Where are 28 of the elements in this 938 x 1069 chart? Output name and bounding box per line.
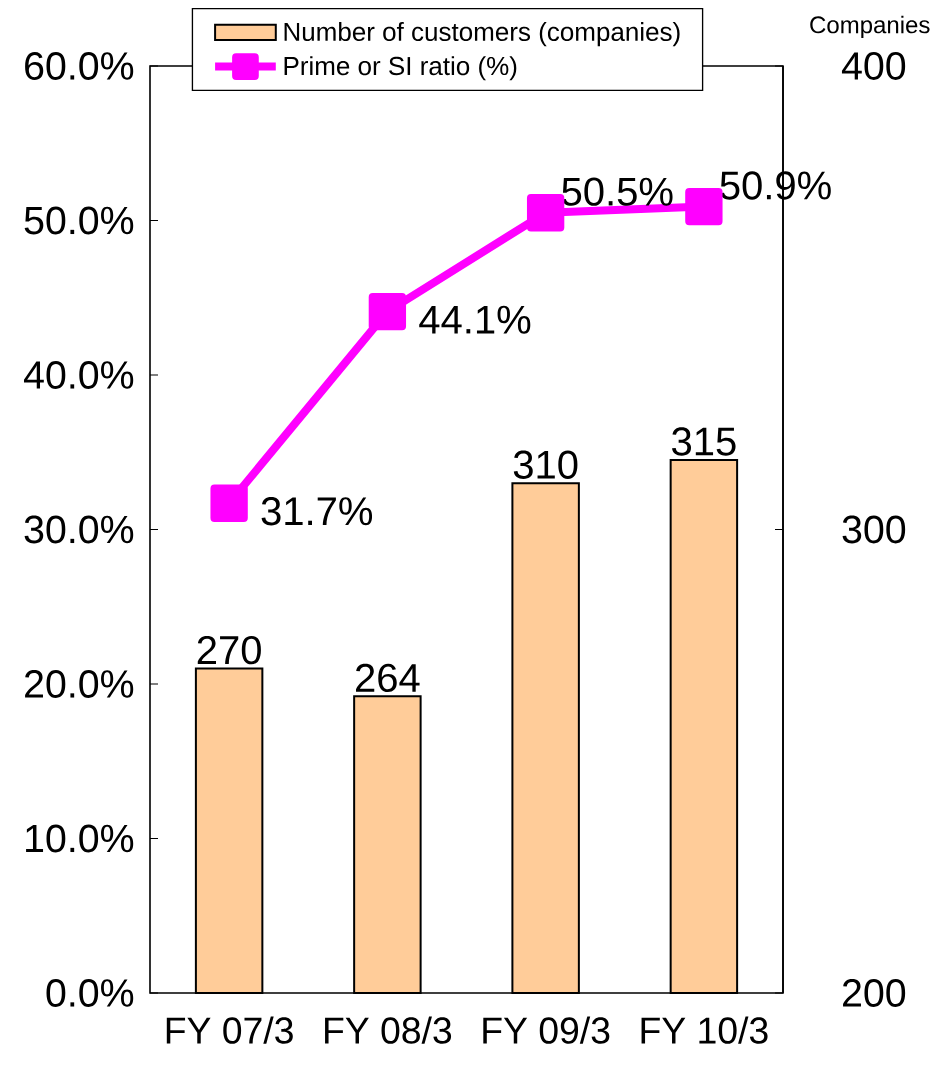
data-label: 315 [672, 427, 736, 456]
y2-axis-title: Companies [810, 15, 930, 39]
x-tick-label: FY 10/3 [641, 1016, 768, 1044]
y-tick-label: 50.0% [24, 206, 134, 235]
point [210, 484, 248, 522]
x-tick-label: FY 07/3 [166, 1016, 293, 1044]
data-label: 31.7% [261, 497, 373, 526]
data-label: 50.5% [562, 177, 673, 206]
y-tick-label: 10.0% [26, 824, 134, 853]
point [368, 292, 407, 331]
x-tick-label: FY 08/3 [325, 1016, 452, 1044]
y-tick-label: 0.0% [46, 979, 134, 1007]
point [685, 187, 723, 226]
y-tick-label: 60.0% [25, 52, 134, 80]
point [526, 194, 565, 232]
y2-tick-label: 400 [841, 52, 906, 80]
data-label: 310 [513, 450, 578, 479]
y2-tick-label: 200 [843, 979, 906, 1007]
data-label: 264 [356, 663, 420, 693]
x-tick-label: FY 09/3 [483, 1016, 610, 1044]
data-label: 44.1% [419, 305, 531, 334]
y-tick-label: 20.0% [25, 670, 134, 698]
legend-label: Prime or SI ratio (%) [284, 56, 517, 81]
y-tick-label: 40.0% [23, 361, 134, 389]
legend-label: Number of customers (companies) [284, 21, 680, 47]
data-label: 270 [197, 635, 261, 665]
y2-tick-label: 300 [842, 515, 906, 544]
y-tick-label: 30.0% [24, 515, 134, 544]
